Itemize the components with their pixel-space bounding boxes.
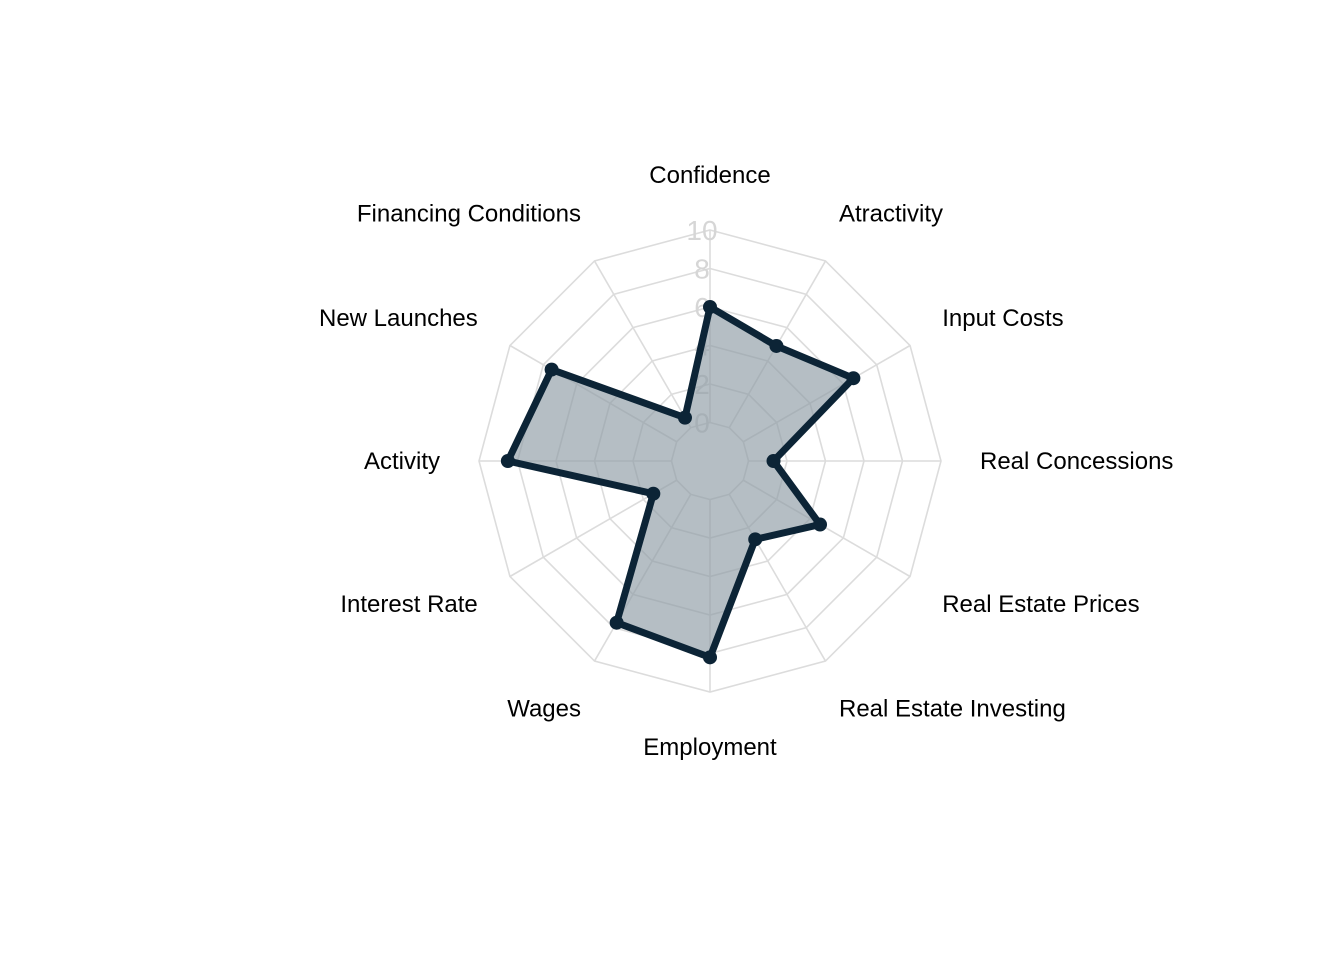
axis-label-real-concessions: Real Concessions	[980, 448, 1173, 475]
tick-label: 10	[686, 215, 717, 246]
axis-label-confidence: Confidence	[649, 162, 770, 189]
axis-label-real-estate-prices: Real Estate Prices	[942, 591, 1139, 618]
data-point-employment	[703, 650, 717, 665]
data-point-real-concessions	[766, 454, 781, 468]
data-point-confidence	[703, 300, 717, 314]
data-point-atractivity	[769, 338, 784, 353]
axis-label-employment: Employment	[643, 734, 777, 761]
axis-label-wages: Wages	[507, 696, 581, 723]
tick-label: 8	[694, 254, 710, 285]
data-point-real-estate-investing	[748, 532, 763, 547]
axis-label-input-costs: Input Costs	[942, 305, 1063, 332]
axis-label-real-estate-investing: Real Estate Investing	[839, 696, 1066, 723]
data-point-real-estate-prices	[813, 517, 828, 532]
axis-label-activity: Activity	[364, 448, 440, 475]
axis-label-interest-rate: Interest Rate	[340, 591, 477, 618]
data-point-wages	[609, 615, 624, 630]
axis-label-atractivity: Atractivity	[839, 200, 943, 227]
data-point-activity	[500, 454, 515, 468]
series-area	[502, 301, 860, 662]
data-point-interest-rate	[646, 486, 661, 501]
axis-label-financing-conditions: Financing Conditions	[357, 200, 581, 227]
axis-label-new-launches: New Launches	[319, 305, 478, 332]
axis-labels: Confidence Atractivity Input Costs Real Con…	[319, 162, 1173, 761]
data-point-financing-conditions	[677, 410, 692, 425]
data-point-new-launches	[544, 362, 559, 377]
data-point-input-costs	[846, 371, 861, 386]
radar-series	[500, 300, 861, 665]
spoke-financing-conditions	[593, 260, 692, 429]
